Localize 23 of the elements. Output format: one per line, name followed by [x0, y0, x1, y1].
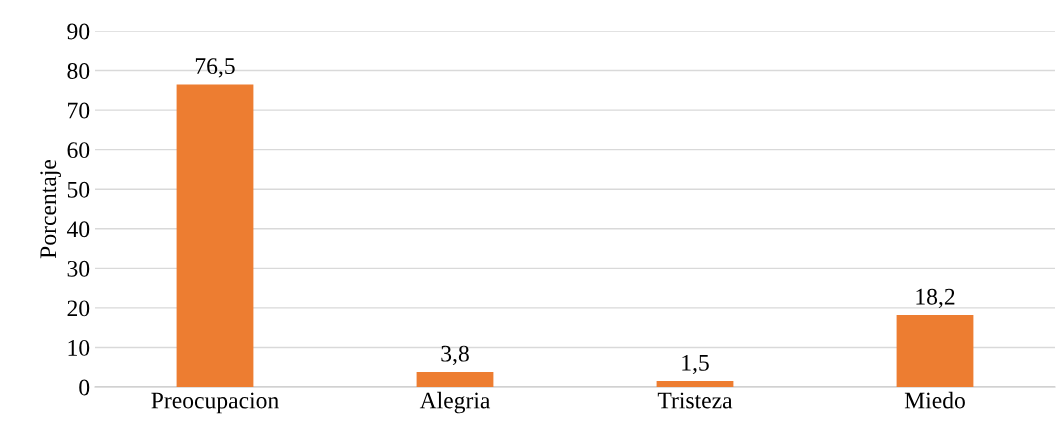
bar — [896, 315, 974, 387]
data-label: 3,8 — [441, 345, 469, 366]
y-axis-title: Porcentaje — [40, 160, 61, 259]
x-tick-label: Preocupacion — [151, 392, 279, 414]
y-tick-label: 30 — [67, 260, 90, 277]
bar — [416, 371, 494, 387]
y-tick-label: 90 — [67, 23, 90, 40]
data-label: 18,2 — [916, 288, 955, 309]
y-tick-label: 10 — [68, 339, 90, 356]
x-tick-label: Tristeza — [657, 392, 733, 409]
y-tick-label: 20 — [67, 300, 90, 317]
bar — [176, 84, 254, 387]
y-tick-label: 50 — [67, 181, 90, 198]
data-label: 76,5 — [195, 58, 235, 78]
y-tick-label: 80 — [67, 63, 90, 79]
y-tick-label: 0 — [79, 379, 90, 396]
y-tick-label: 60 — [67, 142, 90, 159]
x-tick-label: Alegria — [419, 391, 491, 414]
x-tick-label: Miedo — [904, 391, 965, 409]
y-tick-label: 40 — [66, 221, 90, 238]
data-label: 1,5 — [682, 354, 709, 375]
y-tick-label: 70 — [68, 102, 90, 119]
bar — [656, 381, 734, 387]
